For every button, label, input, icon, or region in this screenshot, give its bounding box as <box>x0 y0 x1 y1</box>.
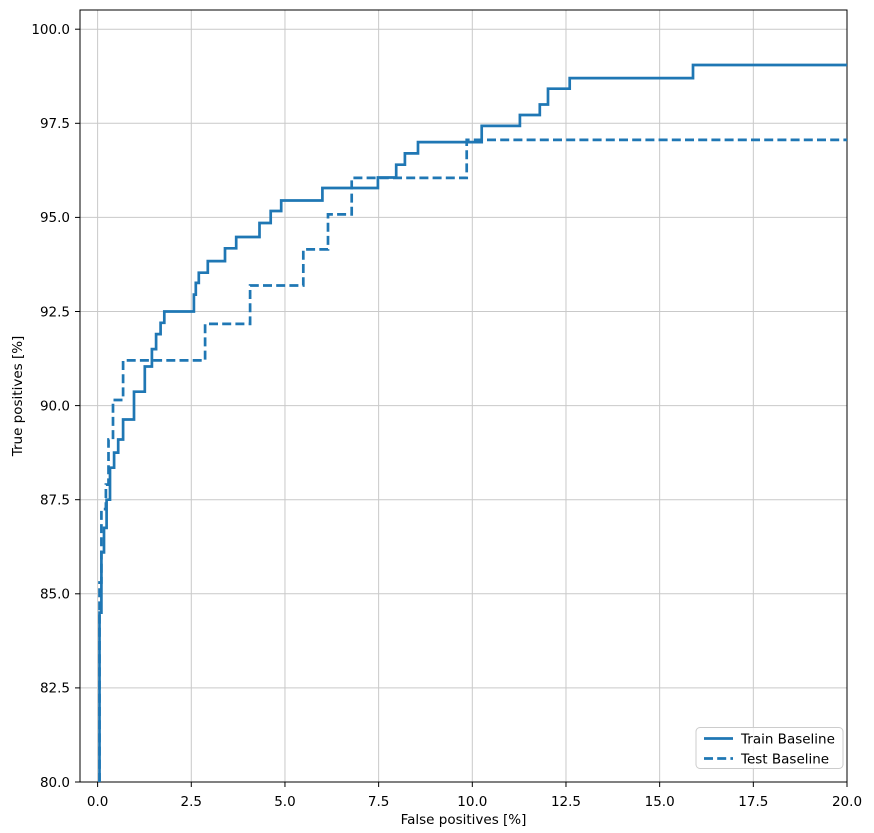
y-tick-label: 92.5 <box>40 304 70 320</box>
x-tick-label: 17.5 <box>738 794 768 810</box>
train-baseline-line <box>98 63 847 782</box>
gridlines <box>80 10 848 783</box>
y-tick-label: 95.0 <box>40 210 70 226</box>
x-tick-label: 20.0 <box>832 794 862 810</box>
x-tick-label: 0.0 <box>87 794 108 810</box>
x-tick-label: 10.0 <box>457 794 487 810</box>
test-baseline-line <box>98 138 847 782</box>
x-tick-label: 5.0 <box>274 794 295 810</box>
x-tick-label: 7.5 <box>368 794 389 810</box>
legend-label: Test Baseline <box>740 752 829 768</box>
y-tick-label: 80.0 <box>40 775 70 791</box>
x-tick-label: 12.5 <box>551 794 581 810</box>
x-tick-label: 15.0 <box>645 794 675 810</box>
y-tick-label: 90.0 <box>40 398 70 414</box>
legend-label: Train Baseline <box>740 732 835 748</box>
x-axis-label: False positives [%] <box>401 812 527 828</box>
y-tick-label: 97.5 <box>40 116 70 132</box>
y-tick-label: 100.0 <box>31 22 70 38</box>
plot-border <box>79 9 848 783</box>
y-tick-label: 87.5 <box>40 492 70 508</box>
x-tick-label: 2.5 <box>181 794 202 810</box>
y-axis-label: True positives [%] <box>10 336 26 458</box>
ticks: 0.0 2.5 5.0 7.5 10.0 12.5 15.0 17.5 20.0 80.0 82.5… <box>31 22 862 810</box>
y-tick-label: 85.0 <box>40 587 70 603</box>
y-tick-label: 82.5 <box>40 681 70 697</box>
legend: Train Baseline Test Baseline <box>695 727 844 769</box>
